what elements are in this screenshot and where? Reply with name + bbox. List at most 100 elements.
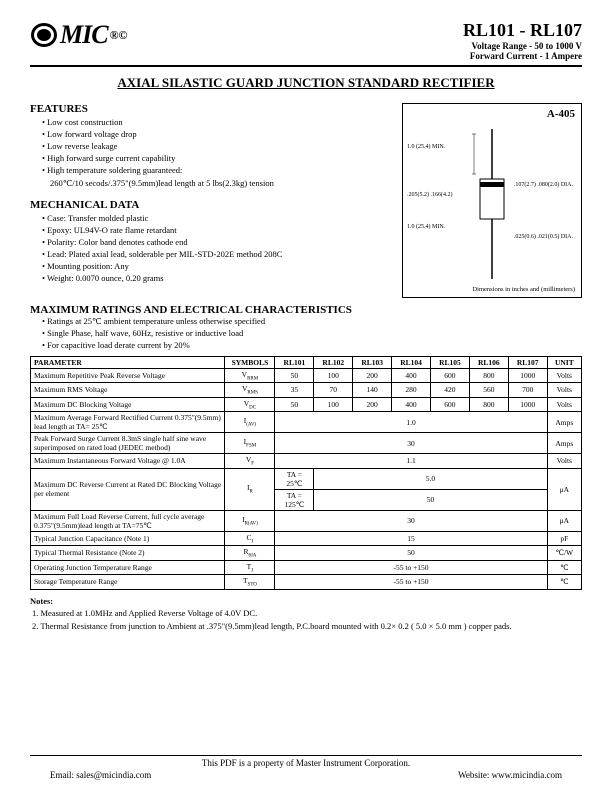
param-cell: Maximum Average Forward Rectified Curren… bbox=[31, 412, 225, 433]
feature-sub: 260℃/10 secods/.375"(9.5mm)lead length a… bbox=[30, 178, 392, 189]
table-row: Maximum DC Reverse Current at Rated DC B… bbox=[31, 468, 582, 489]
value-cell: 1.1 bbox=[275, 454, 547, 469]
param-cell: Operating Junction Temperature Range bbox=[31, 560, 225, 575]
col-header: RL102 bbox=[314, 356, 353, 368]
logo-icon bbox=[30, 22, 58, 48]
param-cell: Maximum Instantaneous Forward Voltage @ … bbox=[31, 454, 225, 469]
param-cell: Peak Forward Surge Current 8.3mS single … bbox=[31, 433, 225, 454]
page-footer: This PDF is a property of Master Instrum… bbox=[30, 755, 582, 780]
feature-item: Low reverse leakage bbox=[42, 141, 392, 153]
dim-label: 1.0 (25.4) MIN. bbox=[407, 224, 445, 230]
logo-text: MIC bbox=[60, 20, 108, 50]
value-cell: 400 bbox=[392, 397, 431, 412]
unit-cell: ℃/W bbox=[547, 546, 581, 561]
diagram-footer: Dimensions in inches and (millimeters) bbox=[472, 286, 575, 293]
param-cell: Maximum DC Blocking Voltage bbox=[31, 397, 225, 412]
features-title: FEATURES bbox=[30, 103, 392, 115]
value-cell: 30 bbox=[275, 433, 547, 454]
col-header: PARAMETER bbox=[31, 356, 225, 368]
symbol-cell: VRMS bbox=[225, 383, 275, 398]
table-row: Maximum Instantaneous Forward Voltage @ … bbox=[31, 454, 582, 469]
param-cell: Typical Junction Capacitance (Note 1) bbox=[31, 531, 225, 546]
value-cell: 50 bbox=[275, 368, 314, 383]
footer-website: Website: www.micindia.com bbox=[458, 770, 562, 780]
value-cell: 400 bbox=[392, 368, 431, 383]
param-cell: Maximum Full Load Reverse Current, full … bbox=[31, 510, 225, 531]
unit-cell: Volts bbox=[547, 383, 581, 398]
notes-heading: Notes: bbox=[30, 596, 582, 606]
value-cell: 140 bbox=[353, 383, 392, 398]
page-header: MIC ®© RL101 - RL107 Voltage Range - 50 … bbox=[30, 20, 582, 67]
header-right: RL101 - RL107 Voltage Range - 50 to 1000… bbox=[463, 20, 582, 61]
col-header: SYMBOLS bbox=[225, 356, 275, 368]
col-header: RL105 bbox=[430, 356, 469, 368]
unit-cell: pF bbox=[547, 531, 581, 546]
symbol-cell: RθJA bbox=[225, 546, 275, 561]
condition-item: For capacitive load derate current by 20… bbox=[42, 340, 582, 352]
value-cell: 560 bbox=[469, 383, 508, 398]
param-cell: Typical Thermal Resistance (Note 2) bbox=[31, 546, 225, 561]
value-cell: 200 bbox=[353, 368, 392, 383]
left-column: FEATURES Low cost construction Low forwa… bbox=[30, 103, 392, 298]
unit-cell: Amps bbox=[547, 412, 581, 433]
cond-cell: TA = 125℃ bbox=[275, 489, 314, 510]
symbol-cell: CJ bbox=[225, 531, 275, 546]
table-row: Typical Junction Capacitance (Note 1) CJ… bbox=[31, 531, 582, 546]
col-header: RL103 bbox=[353, 356, 392, 368]
mechanical-list: Case: Transfer molded plastic Epoxy: UL9… bbox=[30, 213, 392, 284]
package-label: A-405 bbox=[547, 108, 575, 120]
param-cell: Storage Temperature Range bbox=[31, 575, 225, 590]
symbol-cell: IFSM bbox=[225, 433, 275, 454]
table-row: Maximum RMS Voltage VRMS3570140280420560… bbox=[31, 383, 582, 398]
col-header: RL104 bbox=[392, 356, 431, 368]
feature-item: Low cost construction bbox=[42, 117, 392, 129]
symbol-cell: TJ bbox=[225, 560, 275, 575]
value-cell: 800 bbox=[469, 397, 508, 412]
value-cell: 30 bbox=[275, 510, 547, 531]
condition-item: Ratings at 25℃ ambient temperature unles… bbox=[42, 316, 582, 328]
dim-label: 1.0 (25.4) MIN. bbox=[407, 144, 445, 150]
col-header: RL107 bbox=[508, 356, 547, 368]
value-cell: -55 to +150 bbox=[275, 575, 547, 590]
mechanical-item: Case: Transfer molded plastic bbox=[42, 213, 392, 225]
symbol-cell: IR(AV) bbox=[225, 510, 275, 531]
features-list: Low cost construction Low forward voltag… bbox=[30, 117, 392, 176]
value-cell: 50 bbox=[275, 546, 547, 561]
footer-email: Email: sales@micindia.com bbox=[50, 770, 151, 780]
condition-item: Single Phase, half wave, 60Hz, resistive… bbox=[42, 328, 582, 340]
unit-cell: Volts bbox=[547, 397, 581, 412]
value-cell: 35 bbox=[275, 383, 314, 398]
value-cell: 15 bbox=[275, 531, 547, 546]
footer-row: Email: sales@micindia.com Website: www.m… bbox=[30, 770, 582, 780]
value-cell: 5.0 bbox=[314, 468, 547, 489]
value-cell: -55 to +150 bbox=[275, 560, 547, 575]
value-cell: 800 bbox=[469, 368, 508, 383]
ratings-table: PARAMETER SYMBOLS RL101 RL102 RL103 RL10… bbox=[30, 356, 582, 590]
mechanical-item: Lead: Plated axial lead, solderable per … bbox=[42, 249, 392, 261]
package-diagram: A-405 1.0 (25.4) MIN. .205(5.2) .166(4.2… bbox=[402, 103, 582, 298]
symbol-cell: TSTO bbox=[225, 575, 275, 590]
value-cell: 100 bbox=[314, 397, 353, 412]
table-row: Maximum DC Blocking Voltage VDC501002004… bbox=[31, 397, 582, 412]
current-spec: Forward Current - 1 Ampere bbox=[463, 51, 582, 61]
unit-cell: μA bbox=[547, 510, 581, 531]
content-row: FEATURES Low cost construction Low forwa… bbox=[30, 103, 582, 298]
note-item: 1. Measured at 1.0MHz and Applied Revers… bbox=[30, 608, 582, 619]
mechanical-item: Epoxy: UL94V-O rate flame retardant bbox=[42, 225, 392, 237]
value-cell: 1000 bbox=[508, 397, 547, 412]
unit-cell: Amps bbox=[547, 433, 581, 454]
value-cell: 700 bbox=[508, 383, 547, 398]
rating-conditions: Ratings at 25℃ ambient temperature unles… bbox=[30, 316, 582, 352]
mechanical-item: Weight: 0.0070 ounce, 0.20 grams bbox=[42, 273, 392, 285]
value-cell: 600 bbox=[430, 368, 469, 383]
value-cell: 200 bbox=[353, 397, 392, 412]
symbol-cell: VRRM bbox=[225, 368, 275, 383]
feature-item: High temperature soldering guaranteed: bbox=[42, 165, 392, 177]
table-row: Storage Temperature Range TSTO -55 to +1… bbox=[31, 575, 582, 590]
value-cell: 50 bbox=[314, 489, 547, 510]
col-header: UNIT bbox=[547, 356, 581, 368]
dim-label: .025(0.6) .021(0.5) DIA. bbox=[514, 234, 573, 240]
logo: MIC ®© bbox=[30, 20, 128, 50]
table-row: Typical Thermal Resistance (Note 2) RθJA… bbox=[31, 546, 582, 561]
symbol-cell: IR bbox=[225, 468, 275, 510]
